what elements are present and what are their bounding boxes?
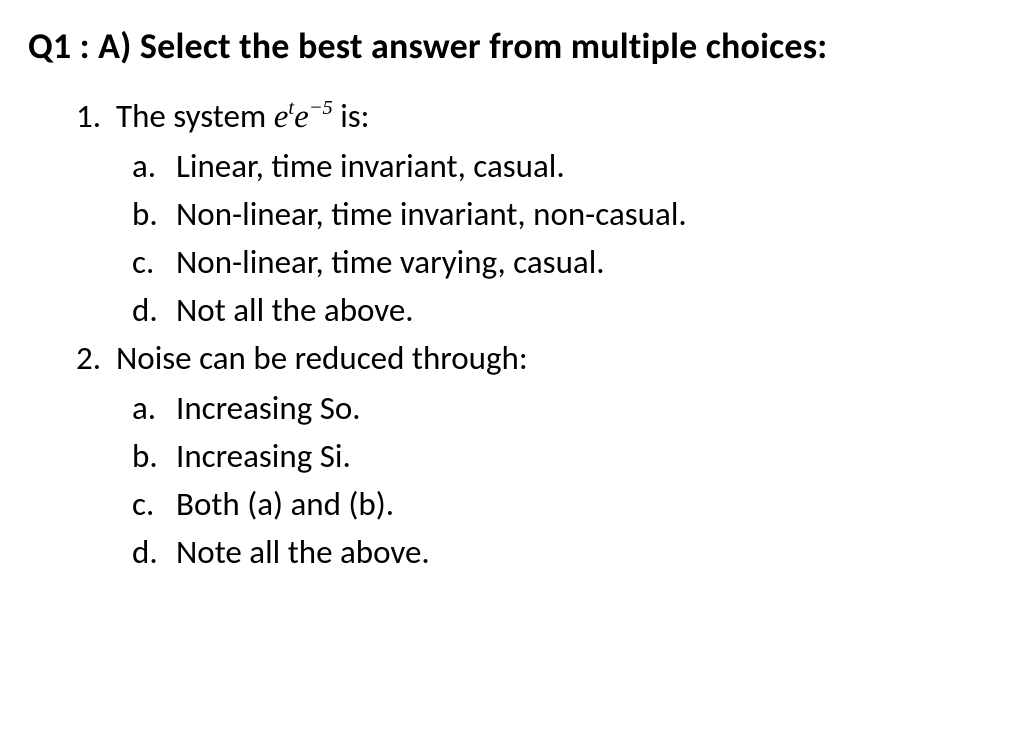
math-base: e <box>294 99 309 135</box>
choice-item: c. Non-linear, time varying, casual. <box>132 242 986 282</box>
choice-item: a. Increasing So. <box>132 388 986 428</box>
stem-suffix: is: <box>333 96 370 136</box>
choice-list: a. Increasing So. b. Increasing Si. c. B… <box>76 388 986 572</box>
choice-letter: b. <box>132 194 176 234</box>
math-base: e <box>274 99 289 135</box>
choice-item: b. Increasing Si. <box>132 436 986 476</box>
choice-text: Both (a) and (b). <box>176 484 394 524</box>
stem-prefix: The system <box>116 96 274 136</box>
choice-text: Not all the above. <box>176 290 414 330</box>
question-item: 2. Noise can be reduced through: a. Incr… <box>76 338 986 572</box>
stem-prefix: Noise can be reduced through: <box>116 338 528 378</box>
question-number: 2. <box>76 338 116 378</box>
question-number: 1. <box>76 96 116 136</box>
math-sup: t <box>288 97 294 119</box>
choice-item: a. Linear, time invariant, casual. <box>132 146 986 186</box>
choice-item: b. Non-linear, time invariant, non-casua… <box>132 194 986 234</box>
choice-item: d. Note all the above. <box>132 532 986 572</box>
choice-letter: a. <box>132 146 176 186</box>
choice-letter: a. <box>132 388 176 428</box>
choice-text: Note all the above. <box>176 532 430 572</box>
choice-letter: d. <box>132 290 176 330</box>
choice-item: c. Both (a) and (b). <box>132 484 986 524</box>
question-list: 1. The system ete−5 is: a. Linear, time … <box>28 96 986 572</box>
question-text: The system ete−5 is: <box>116 96 370 136</box>
choice-text: Increasing So. <box>176 388 361 428</box>
choice-letter: b. <box>132 436 176 476</box>
choice-list: a. Linear, time invariant, casual. b. No… <box>76 146 986 330</box>
question-item: 1. The system ete−5 is: a. Linear, time … <box>76 96 986 330</box>
question-text: Noise can be reduced through: <box>116 338 528 378</box>
choice-letter: c. <box>132 484 176 524</box>
question-stem: 1. The system ete−5 is: <box>76 96 986 136</box>
choice-text: Non-linear, time varying, casual. <box>176 242 605 282</box>
choice-letter: c. <box>132 242 176 282</box>
question-stem: 2. Noise can be reduced through: <box>76 338 986 378</box>
choice-text: Non-linear, time invariant, non-casual. <box>176 194 687 234</box>
choice-item: d. Not all the above. <box>132 290 986 330</box>
choice-text: Linear, time invariant, casual. <box>176 146 565 186</box>
question-heading: Q1 : A) Select the best answer from mult… <box>28 24 986 68</box>
choice-text: Increasing Si. <box>176 436 351 476</box>
math-sup: −5 <box>309 97 333 119</box>
choice-letter: d. <box>132 532 176 572</box>
